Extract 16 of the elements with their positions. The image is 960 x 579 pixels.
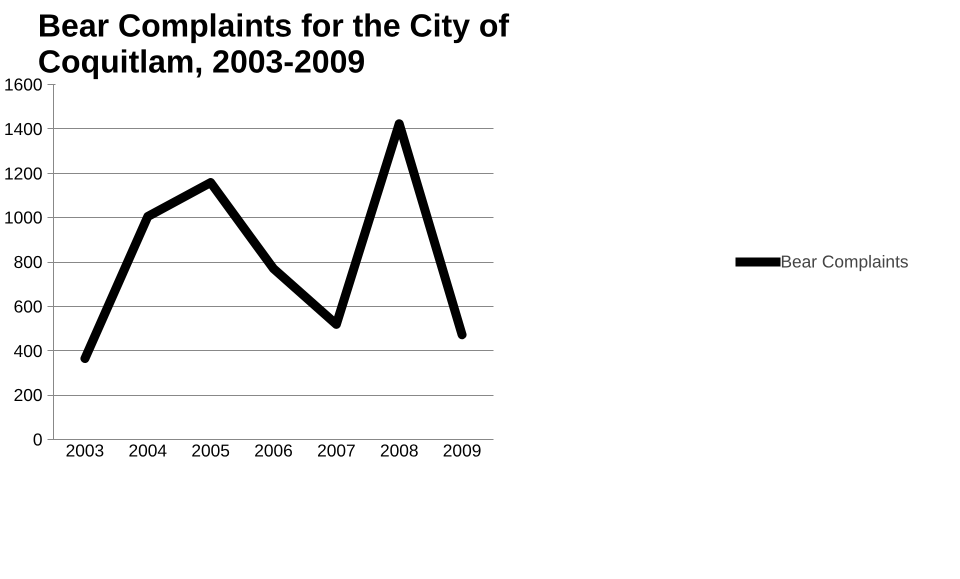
y-tick-label: 800 <box>14 252 43 272</box>
y-tick-label: 0 <box>32 430 43 450</box>
x-tick-label: 2003 <box>66 440 104 460</box>
x-tick-label: 2008 <box>380 440 419 460</box>
y-tick-label: 1400 <box>4 118 43 139</box>
legend-label: Bear Complaints <box>780 251 909 272</box>
x-tick-label: 2007 <box>317 440 356 460</box>
y-tick-label: 200 <box>14 385 43 406</box>
x-tick-label: 2005 <box>191 440 230 460</box>
x-tick-label: 2009 <box>442 440 482 460</box>
y-tick-label: 1000 <box>4 208 43 228</box>
y-tick-label: 600 <box>14 296 43 316</box>
x-tick-label: 2006 <box>254 440 293 460</box>
y-tick-label: 400 <box>14 340 43 361</box>
x-tick-label: 2004 <box>128 440 168 460</box>
y-tick-label: 1200 <box>4 163 43 184</box>
